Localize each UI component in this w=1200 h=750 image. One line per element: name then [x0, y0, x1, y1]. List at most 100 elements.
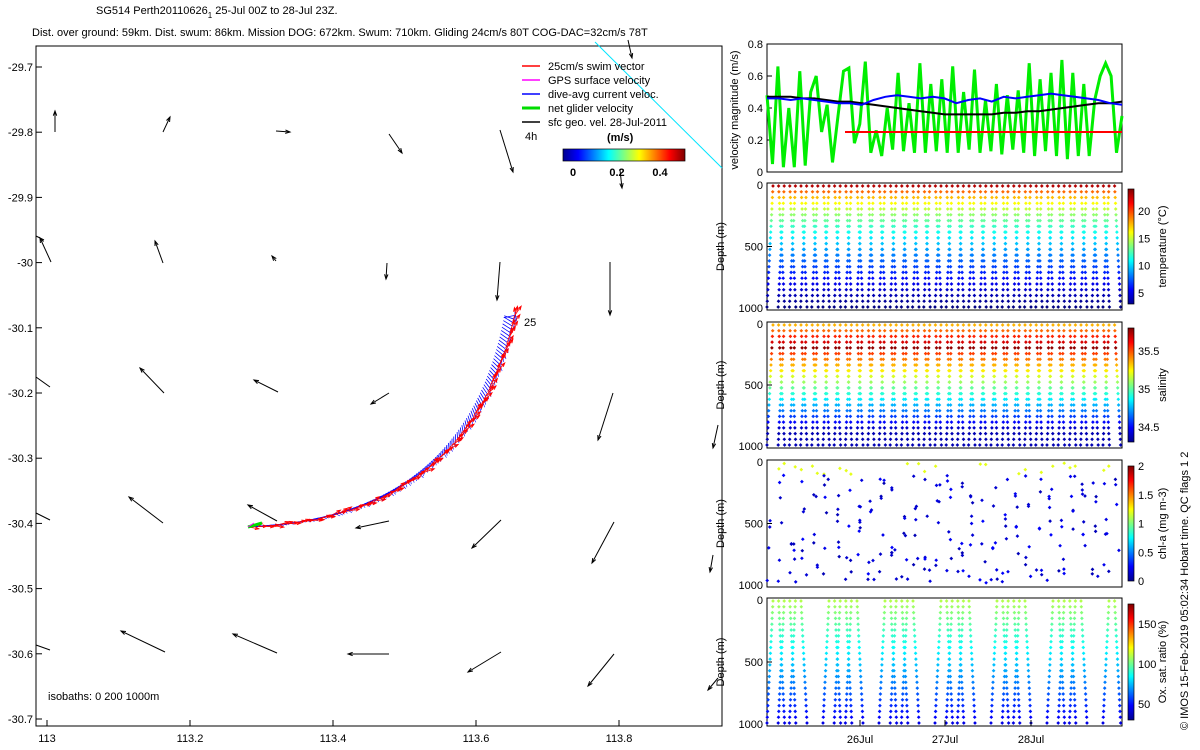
section-sample: [1084, 703, 1088, 708]
section-sample: [938, 420, 943, 424]
section-sample: [945, 282, 950, 286]
section-sample: [823, 403, 827, 407]
section-sample: [894, 189, 898, 194]
section-sample: [810, 464, 815, 468]
section-sample: [802, 674, 807, 679]
section-sample: [1048, 380, 1052, 384]
section-sample: [1057, 697, 1062, 702]
section-sample: [824, 374, 829, 379]
section-sample: [1006, 299, 1011, 304]
section-sample: [800, 622, 804, 627]
section-sample: [788, 414, 793, 419]
section-sample: [1006, 328, 1010, 333]
section-sample: [1070, 663, 1075, 667]
section-sample: [1040, 443, 1045, 447]
section-sample: [1069, 686, 1073, 690]
section-sample: [972, 293, 977, 298]
section-sample: [957, 403, 962, 407]
section-sample: [811, 207, 816, 211]
section-sample: [1093, 374, 1098, 379]
section-sample: [970, 533, 975, 537]
section-sample: [1060, 645, 1064, 650]
map-y-tick-label: -29.7: [8, 62, 33, 74]
section-sample: [911, 437, 915, 442]
section-sample: [1067, 184, 1072, 188]
section-sample: [956, 334, 961, 339]
section-sample: [938, 287, 943, 292]
section-sample: [961, 328, 965, 333]
section-sample: [1062, 305, 1067, 309]
section-sample: [1051, 443, 1056, 447]
swim-vector: [496, 362, 505, 373]
section-sample: [1062, 709, 1066, 714]
section-sample: [877, 305, 881, 309]
section-sample: [969, 241, 974, 246]
section-sample: [1102, 282, 1106, 286]
section-sample: [880, 241, 884, 246]
section-sample: [1091, 270, 1096, 275]
section-sample: [1059, 241, 1064, 246]
section-sample: [868, 397, 872, 402]
section-sample: [1061, 346, 1065, 350]
section-sample: [928, 299, 932, 304]
section-sample: [916, 287, 920, 292]
section-sample: [802, 374, 806, 379]
section-sample: [1050, 282, 1055, 286]
section-sample: [1058, 674, 1063, 679]
section-sample: [878, 287, 882, 292]
section-sample: [927, 195, 932, 200]
section-sample: [888, 299, 893, 304]
section-sample: [833, 703, 837, 708]
section-sample: [781, 195, 786, 200]
section-sample: [1072, 610, 1077, 615]
section-sample: [856, 346, 860, 350]
section-sample: [1016, 212, 1020, 217]
section-sample: [1091, 346, 1096, 350]
section-sample: [1024, 414, 1028, 419]
section-sample: [1034, 287, 1039, 292]
geo-arrow-head: [597, 434, 602, 442]
section-sample: [835, 247, 839, 252]
section-sample: [1002, 634, 1007, 638]
section-sample: [1004, 634, 1009, 638]
section-sample: [1004, 680, 1009, 685]
section-sample: [787, 184, 792, 188]
section-sample: [844, 414, 849, 419]
section-sample: [1083, 207, 1088, 211]
section-sample: [1047, 494, 1051, 499]
section-sample: [946, 259, 951, 263]
section-sample: [855, 334, 860, 339]
section-sample: [905, 604, 909, 609]
section-sample: [1084, 437, 1089, 442]
section-sample: [968, 543, 973, 547]
section-sample: [846, 374, 851, 379]
section-sample: [836, 634, 841, 638]
section-sample: [847, 368, 851, 373]
section-sample: [905, 577, 910, 581]
section-sample: [826, 328, 831, 333]
map-x-axis: 113 113.2 113.4 113.6 113.8: [38, 720, 632, 745]
section-sample: [833, 328, 837, 333]
section-sample: [971, 403, 975, 407]
section-sample: [1079, 282, 1084, 286]
section-sample: [768, 380, 772, 384]
section-sample: [1113, 616, 1118, 621]
section-sample: [788, 431, 792, 436]
section-sample: [1106, 346, 1110, 350]
section-sample: [1081, 241, 1086, 246]
section-sample: [834, 668, 839, 673]
section-sample: [878, 207, 883, 211]
section-sample: [904, 616, 909, 621]
section-sample: [861, 443, 865, 447]
section-sample: [782, 305, 787, 309]
section-sample: [1058, 270, 1062, 275]
section-sample: [845, 680, 850, 685]
section-sample: [902, 391, 906, 396]
section-sample: [1103, 403, 1107, 407]
section-sample: [905, 599, 910, 603]
section-sample: [825, 270, 830, 275]
section-sample: [777, 414, 782, 419]
section-sample: [959, 357, 964, 362]
section-sample: [793, 721, 798, 725]
section-sample: [903, 639, 908, 644]
